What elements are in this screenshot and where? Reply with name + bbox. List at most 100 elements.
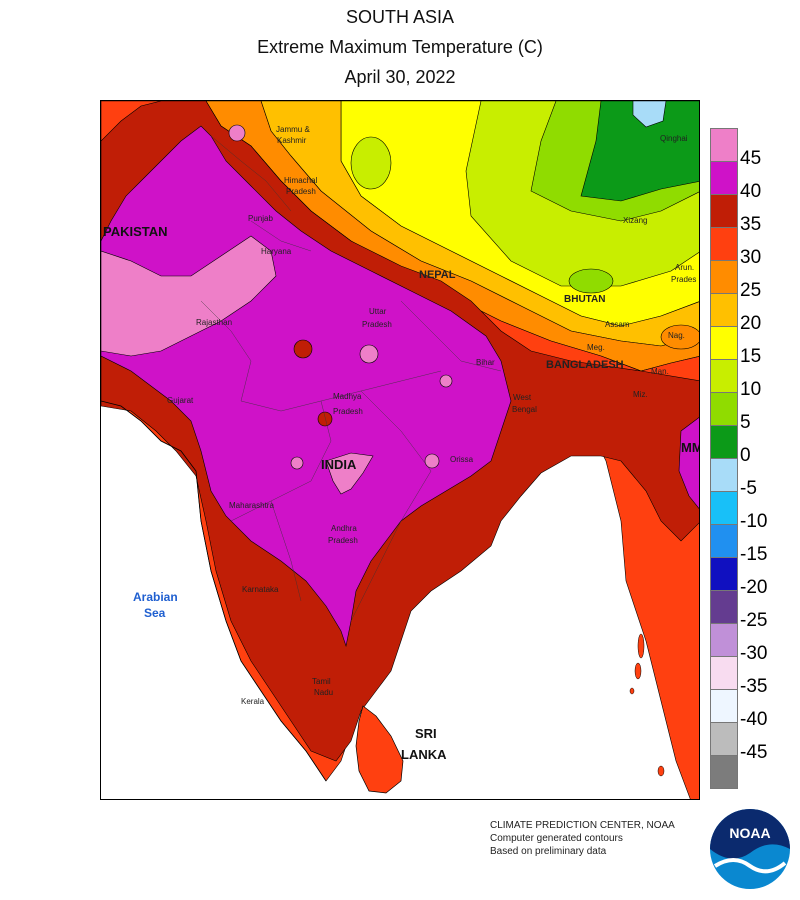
color-legend (710, 128, 738, 789)
label-haryana: Haryana (261, 247, 292, 256)
label-maharashtra: Maharashtra (229, 501, 274, 510)
label-kerala: Kerala (241, 697, 265, 706)
label-himachal-1: Himachal (284, 176, 318, 185)
legend-swatch (710, 722, 738, 755)
label-rajasthan: Rajasthan (196, 318, 233, 327)
legend-tick-label: -35 (740, 676, 768, 697)
label-sea: Sea (144, 606, 166, 620)
credit-line-2: Computer generated contours (490, 833, 623, 844)
map-date-title: April 30, 2022 (344, 67, 456, 87)
label-uttar-2: Pradesh (362, 320, 392, 329)
credit-line-1: CLIMATE PREDICTION CENTER, NOAA (490, 820, 675, 831)
label-uttar-1: Uttar (369, 307, 387, 316)
legend-tick-label: 30 (740, 247, 762, 268)
legend-swatch (710, 755, 738, 789)
legend-tick-label: 10 (740, 379, 762, 400)
label-xizang: Xizang (623, 216, 648, 225)
legend-tick-label: -25 (740, 610, 768, 631)
coastline (101, 400, 327, 782)
label-punjab: Punjab (248, 214, 273, 223)
legend-swatch (710, 524, 738, 557)
label-sri: SRI (415, 726, 437, 741)
legend-swatch (710, 260, 738, 293)
legend-tick-label: -45 (740, 742, 768, 763)
label-karnataka: Karnataka (242, 585, 279, 594)
label-west-bengal-2: Bengal (512, 405, 537, 414)
andaman-island-2 (634, 662, 642, 680)
label-nag: Nag. (668, 331, 685, 340)
map-variable-title: Extreme Maximum Temperature (C) (257, 37, 543, 57)
label-arabian: Arabian (133, 590, 178, 604)
label-jammu-2: Kashmir (277, 136, 307, 145)
contour-map-svg (101, 101, 699, 799)
zone-40-myanmar (678, 417, 699, 509)
legend-tick-label: 40 (740, 181, 762, 202)
legend-tick-label: 15 (740, 346, 762, 367)
label-lanka: LANKA (401, 747, 447, 762)
sri-lanka-land (355, 705, 404, 794)
legend-tick-label: -5 (740, 478, 757, 499)
label-gujarat: Gujarat (167, 396, 194, 405)
label-mm: MM (681, 440, 699, 455)
zone-0-tibet (580, 101, 699, 202)
legend-swatch (710, 425, 738, 458)
label-arun-2: Prades (671, 275, 697, 284)
legend-swatch (710, 557, 738, 590)
legend-tick-label: -15 (740, 544, 768, 565)
label-andhra-1: Andhra (331, 524, 357, 533)
label-himachal-2: Pradesh (286, 187, 316, 196)
label-bihar: Bihar (476, 358, 495, 367)
label-qinghai: Qinghai (660, 134, 688, 143)
temperature-map: PAKISTAN INDIA NEPAL BHUTAN BANGLADESH S… (100, 100, 700, 800)
noaa-logo-top (710, 809, 790, 859)
noaa-logo-text: NOAA (729, 825, 770, 841)
legend-swatch (710, 623, 738, 656)
legend-swatch (710, 128, 738, 161)
label-madhya-1: Madhya (333, 392, 362, 401)
zone-45-jk (228, 124, 246, 142)
legend-swatch (710, 458, 738, 491)
credit-line-3: Based on preliminary data (490, 846, 607, 857)
label-tamil-1: Tamil (312, 677, 331, 686)
zone-5-bhutan (568, 268, 614, 294)
zone-40-core (101, 125, 512, 648)
legend-swatch (710, 326, 738, 359)
legend-swatch (710, 194, 738, 227)
legend-tick-label: 45 (740, 148, 762, 169)
legend-swatch (710, 392, 738, 425)
label-jammu-1: Jammu & (276, 125, 310, 134)
noaa-logo: NOAA (710, 809, 790, 889)
zone-10-island (350, 136, 392, 190)
label-pakistan: PAKISTAN (103, 224, 168, 239)
legend-tick-label: 20 (740, 313, 762, 334)
legend-tick-label: 25 (740, 280, 762, 301)
zone-45-spot3 (439, 374, 453, 388)
legend-swatch (710, 227, 738, 260)
legend-swatch (710, 293, 738, 326)
label-man: Man. (651, 367, 669, 376)
legend-swatch (710, 689, 738, 722)
state-borders (200, 135, 502, 622)
zone-45-up (359, 344, 379, 364)
label-assam: Assam (605, 320, 630, 329)
label-bhutan: BHUTAN (564, 294, 606, 305)
legend-swatch (710, 491, 738, 524)
noaa-logo-wave (713, 858, 787, 874)
label-india: INDIA (321, 457, 357, 472)
label-andhra-2: Pradesh (328, 536, 358, 545)
map-region-title: SOUTH ASIA (345, 7, 455, 27)
zone-25-arunachal (660, 324, 699, 350)
zone-45-spot1 (290, 456, 304, 470)
legend-tick-label: 35 (740, 214, 762, 235)
label-madhya-2: Pradesh (333, 407, 363, 416)
legend-tick-label: -20 (740, 577, 768, 598)
legend-tick-label: -40 (740, 709, 768, 730)
andaman-island-1 (637, 633, 645, 659)
label-nepal: NEPAL (419, 269, 456, 281)
label-bangladesh: BANGLADESH (546, 359, 624, 371)
label-miz: Miz. (633, 390, 648, 399)
zone-45-spot2 (424, 453, 440, 469)
zone-45-rajasthan (101, 235, 277, 357)
label-orissa: Orissa (450, 455, 474, 464)
zone-45-central (325, 452, 374, 495)
